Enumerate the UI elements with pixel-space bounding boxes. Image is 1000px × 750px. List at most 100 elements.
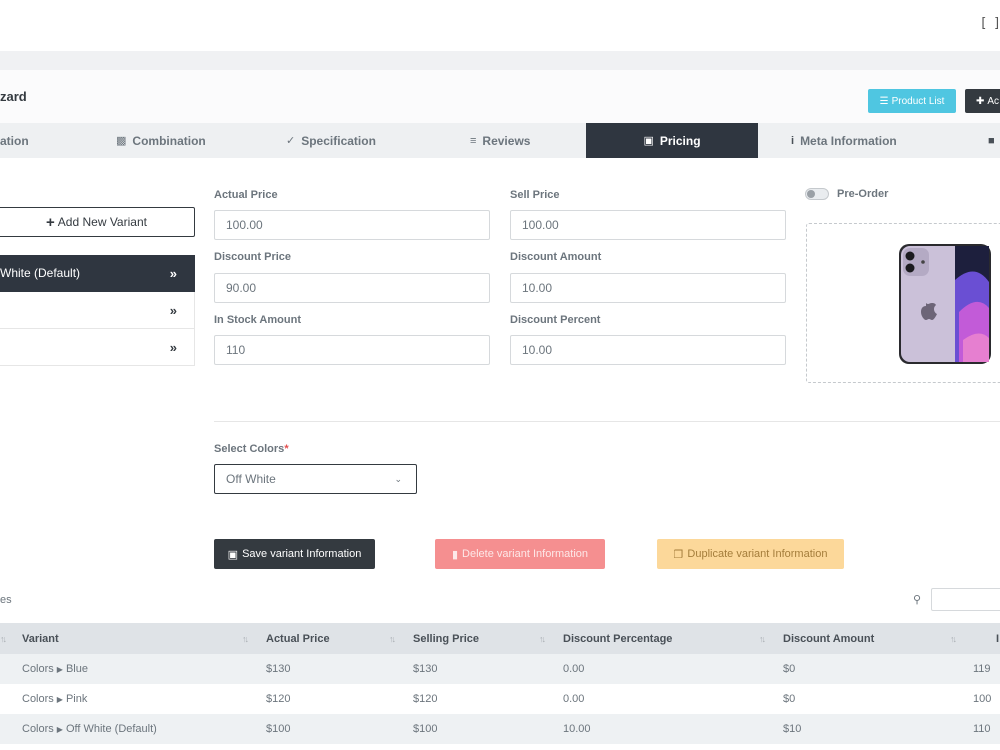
- variant-item-default[interactable]: White (Default) »: [0, 255, 195, 292]
- variant-item-3[interactable]: »: [0, 329, 195, 366]
- preorder-toggle-row: Pre-Order: [805, 188, 888, 200]
- tab-specification[interactable]: ✓ Specification: [286, 123, 376, 158]
- save-variant-label: Save variant Information: [242, 548, 362, 560]
- check-circle-icon: ✓: [286, 135, 296, 147]
- fullscreen-icon[interactable]: [ ]: [979, 16, 1000, 31]
- discount-amount-cell: $0: [783, 693, 796, 705]
- table-search-input[interactable]: [931, 588, 1000, 611]
- product-wizard-card: zard ☰ Product List ✚ Ac ation ▩ Combina…: [0, 70, 1000, 750]
- selling-price-cell: $130: [413, 663, 438, 675]
- actual-price-cell: $120: [266, 693, 291, 705]
- discount-percent-label: Discount Percent: [510, 314, 601, 326]
- add-product-button[interactable]: ✚ Ac: [965, 89, 1000, 113]
- delete-variant-label: Delete variant Information: [462, 548, 588, 560]
- variant-cell: Colors ▶ Blue: [22, 654, 88, 684]
- money-icon: ▣: [643, 135, 654, 147]
- column-header-discount-percentage[interactable]: Discount Percentage: [563, 632, 673, 645]
- discount-amount-cell: $0: [783, 663, 796, 675]
- column-header-in-stock[interactable]: I: [996, 632, 1000, 645]
- tab-information[interactable]: ation: [0, 123, 29, 158]
- select-colors-label: Select Colors*: [214, 443, 289, 455]
- combination-icon: ▩: [116, 135, 127, 147]
- discount-price-input[interactable]: 90.00: [214, 273, 490, 303]
- variant-cell: Colors ▶ Pink: [22, 684, 87, 714]
- actual-price-input[interactable]: 100.00: [214, 210, 490, 240]
- sort-icon[interactable]: ↑↓: [950, 633, 957, 644]
- double-chevron-right-icon: »: [169, 339, 177, 355]
- preorder-toggle[interactable]: [805, 188, 829, 200]
- table-row: Colors ▶ Pink $120 $120 0.00 $0 100: [0, 684, 1000, 714]
- info-icon: i: [791, 134, 795, 147]
- variant-group: Colors: [22, 663, 54, 675]
- page-title: zard: [0, 89, 27, 104]
- list-icon: ≡: [470, 134, 477, 147]
- discount-price-label: Discount Price: [214, 251, 292, 263]
- selling-price-cell: $100: [413, 723, 438, 735]
- tab-label: Pricing: [659, 133, 701, 148]
- column-header-selling-price[interactable]: Selling Price: [413, 632, 480, 645]
- duplicate-variant-button[interactable]: ❐ Duplicate variant Information: [657, 539, 844, 569]
- wizard-tabs: ation ▩ Combination ✓ Specification ≡ Re…: [0, 123, 1000, 158]
- in-stock-amount-input[interactable]: 110: [214, 335, 490, 365]
- tab-meta-information[interactable]: i Meta Information: [791, 123, 897, 158]
- tab-reviews[interactable]: ≡ Reviews: [470, 123, 530, 158]
- sort-icon[interactable]: ↑↓: [759, 633, 766, 644]
- tab-label: ation: [0, 133, 29, 148]
- discount-amount-label: Discount Amount: [510, 251, 602, 263]
- add-new-variant-button[interactable]: + Add New Variant: [0, 207, 195, 237]
- image-dropzone[interactable]: [806, 223, 1000, 383]
- table-row: Colors ▶ Blue $130 $130 0.00 $0 119: [0, 654, 1000, 684]
- top-bar: [ ]: [0, 0, 1000, 51]
- sort-icon[interactable]: ↑↓: [242, 633, 249, 644]
- save-icon: ▣: [227, 548, 239, 561]
- copy-icon: ❐: [673, 548, 684, 561]
- stock-cell: 100: [973, 693, 992, 705]
- caret-right-icon: ▶: [56, 694, 63, 704]
- discount-percentage-cell: 0.00: [563, 663, 585, 675]
- product-image: [899, 244, 991, 364]
- column-header-variant[interactable]: Variant: [22, 632, 59, 645]
- variant-name: Blue: [65, 663, 88, 675]
- variant-label: White (Default): [0, 266, 81, 280]
- save-icon: ■: [988, 134, 995, 147]
- select-colors-dropdown[interactable]: Off White ⌄: [214, 464, 417, 494]
- variant-group: Colors: [22, 723, 54, 735]
- delete-variant-button[interactable]: ▮ Delete variant Information: [435, 539, 605, 569]
- list-icon: ☰: [879, 95, 889, 107]
- caret-right-icon: ▶: [56, 664, 63, 674]
- tab-label: Specification: [301, 133, 376, 148]
- select-colors-label-text: Select Colors: [214, 443, 285, 455]
- tab-combination[interactable]: ▩ Combination: [116, 123, 206, 158]
- variant-item-2[interactable]: »: [0, 292, 195, 329]
- product-list-label: Product List: [891, 95, 945, 107]
- sort-icon[interactable]: ↑↓: [539, 633, 546, 644]
- variant-name: Pink: [65, 693, 88, 705]
- required-marker: *: [284, 443, 289, 455]
- plus-circle-icon: ✚: [976, 95, 985, 107]
- add-new-variant-label: Add New Variant: [57, 215, 147, 229]
- double-chevron-right-icon: »: [169, 302, 177, 318]
- actual-price-cell: $130: [266, 663, 291, 675]
- section-divider: [214, 421, 1000, 422]
- stock-cell: 110: [973, 723, 991, 735]
- tab-label: Meta Information: [800, 133, 897, 148]
- sell-price-input[interactable]: 100.00: [510, 210, 786, 240]
- variant-group: Colors: [22, 693, 54, 705]
- discount-amount-input[interactable]: 10.00: [510, 273, 786, 303]
- stock-cell: 119: [973, 663, 991, 675]
- tab-pricing[interactable]: ▣ Pricing: [586, 123, 758, 158]
- tab-next[interactable]: ■: [988, 123, 995, 158]
- chevron-down-icon: ⌄: [394, 473, 402, 484]
- column-header-discount-amount[interactable]: Discount Amount: [783, 632, 875, 645]
- column-header-actual-price[interactable]: Actual Price: [266, 632, 330, 645]
- discount-percent-input[interactable]: 10.00: [510, 335, 786, 365]
- sort-icon[interactable]: ↑↓: [0, 633, 7, 644]
- variant-name: Off White (Default): [65, 723, 157, 735]
- in-stock-amount-label: In Stock Amount: [214, 314, 301, 326]
- sort-icon[interactable]: ↑↓: [389, 633, 396, 644]
- actual-price-label: Actual Price: [214, 189, 278, 201]
- plus-icon: +: [46, 213, 55, 231]
- save-variant-button[interactable]: ▣ Save variant Information: [214, 539, 375, 569]
- selling-price-cell: $120: [413, 693, 438, 705]
- product-list-button[interactable]: ☰ Product List: [868, 89, 956, 113]
